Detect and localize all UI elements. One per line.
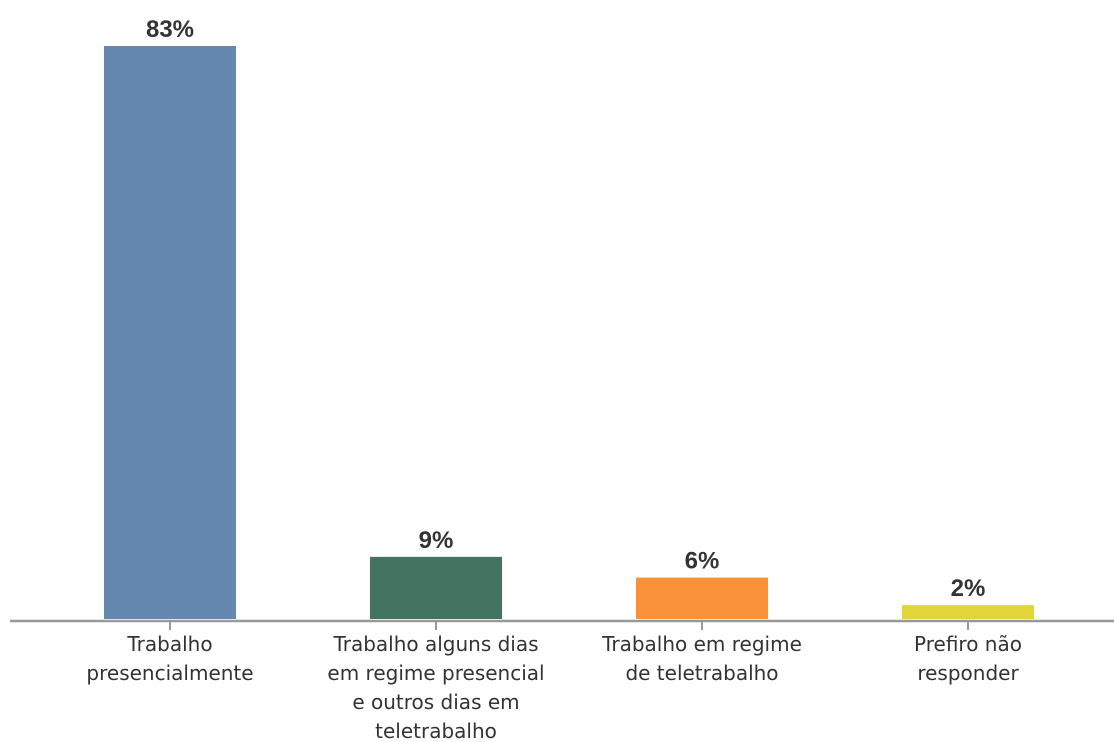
category-label-line: e outros dias em bbox=[352, 690, 519, 714]
x-axis-ticks bbox=[169, 621, 969, 630]
category-label-line: Prefiro não bbox=[914, 632, 1022, 656]
value-label-1: 83% bbox=[146, 16, 194, 43]
bar-1 bbox=[104, 46, 236, 619]
category-label-line: em regime presencial bbox=[327, 661, 544, 685]
category-label-line: Trabalho em regime bbox=[601, 632, 802, 656]
bar-4 bbox=[902, 605, 1034, 619]
value-label-4: 2% bbox=[951, 575, 986, 602]
category-label-line: teletrabalho bbox=[375, 719, 497, 742]
value-labels-group: 83% 9% 6% 2% bbox=[146, 16, 985, 602]
category-label-4: Prefiro não responder bbox=[914, 632, 1022, 685]
category-label-1: Trabalho presencialmente bbox=[86, 632, 253, 685]
value-label-3: 6% bbox=[685, 548, 720, 575]
category-label-line: de teletrabalho bbox=[625, 661, 778, 685]
category-label-line: Trabalho alguns dias bbox=[332, 632, 538, 656]
category-labels-group: Trabalho presencialmente Trabalho alguns d… bbox=[86, 632, 1022, 742]
category-label-3: Trabalho em regime de teletrabalho bbox=[601, 632, 802, 685]
bar-3 bbox=[636, 577, 768, 619]
category-label-2: Trabalho alguns dias em regime presencial… bbox=[327, 632, 544, 742]
category-label-line: presencialmente bbox=[86, 661, 253, 685]
category-label-line: Trabalho bbox=[126, 632, 212, 656]
bars-group bbox=[104, 46, 1034, 619]
bar-2 bbox=[370, 556, 502, 619]
category-label-line: responder bbox=[917, 661, 1019, 685]
value-label-2: 9% bbox=[419, 527, 454, 554]
